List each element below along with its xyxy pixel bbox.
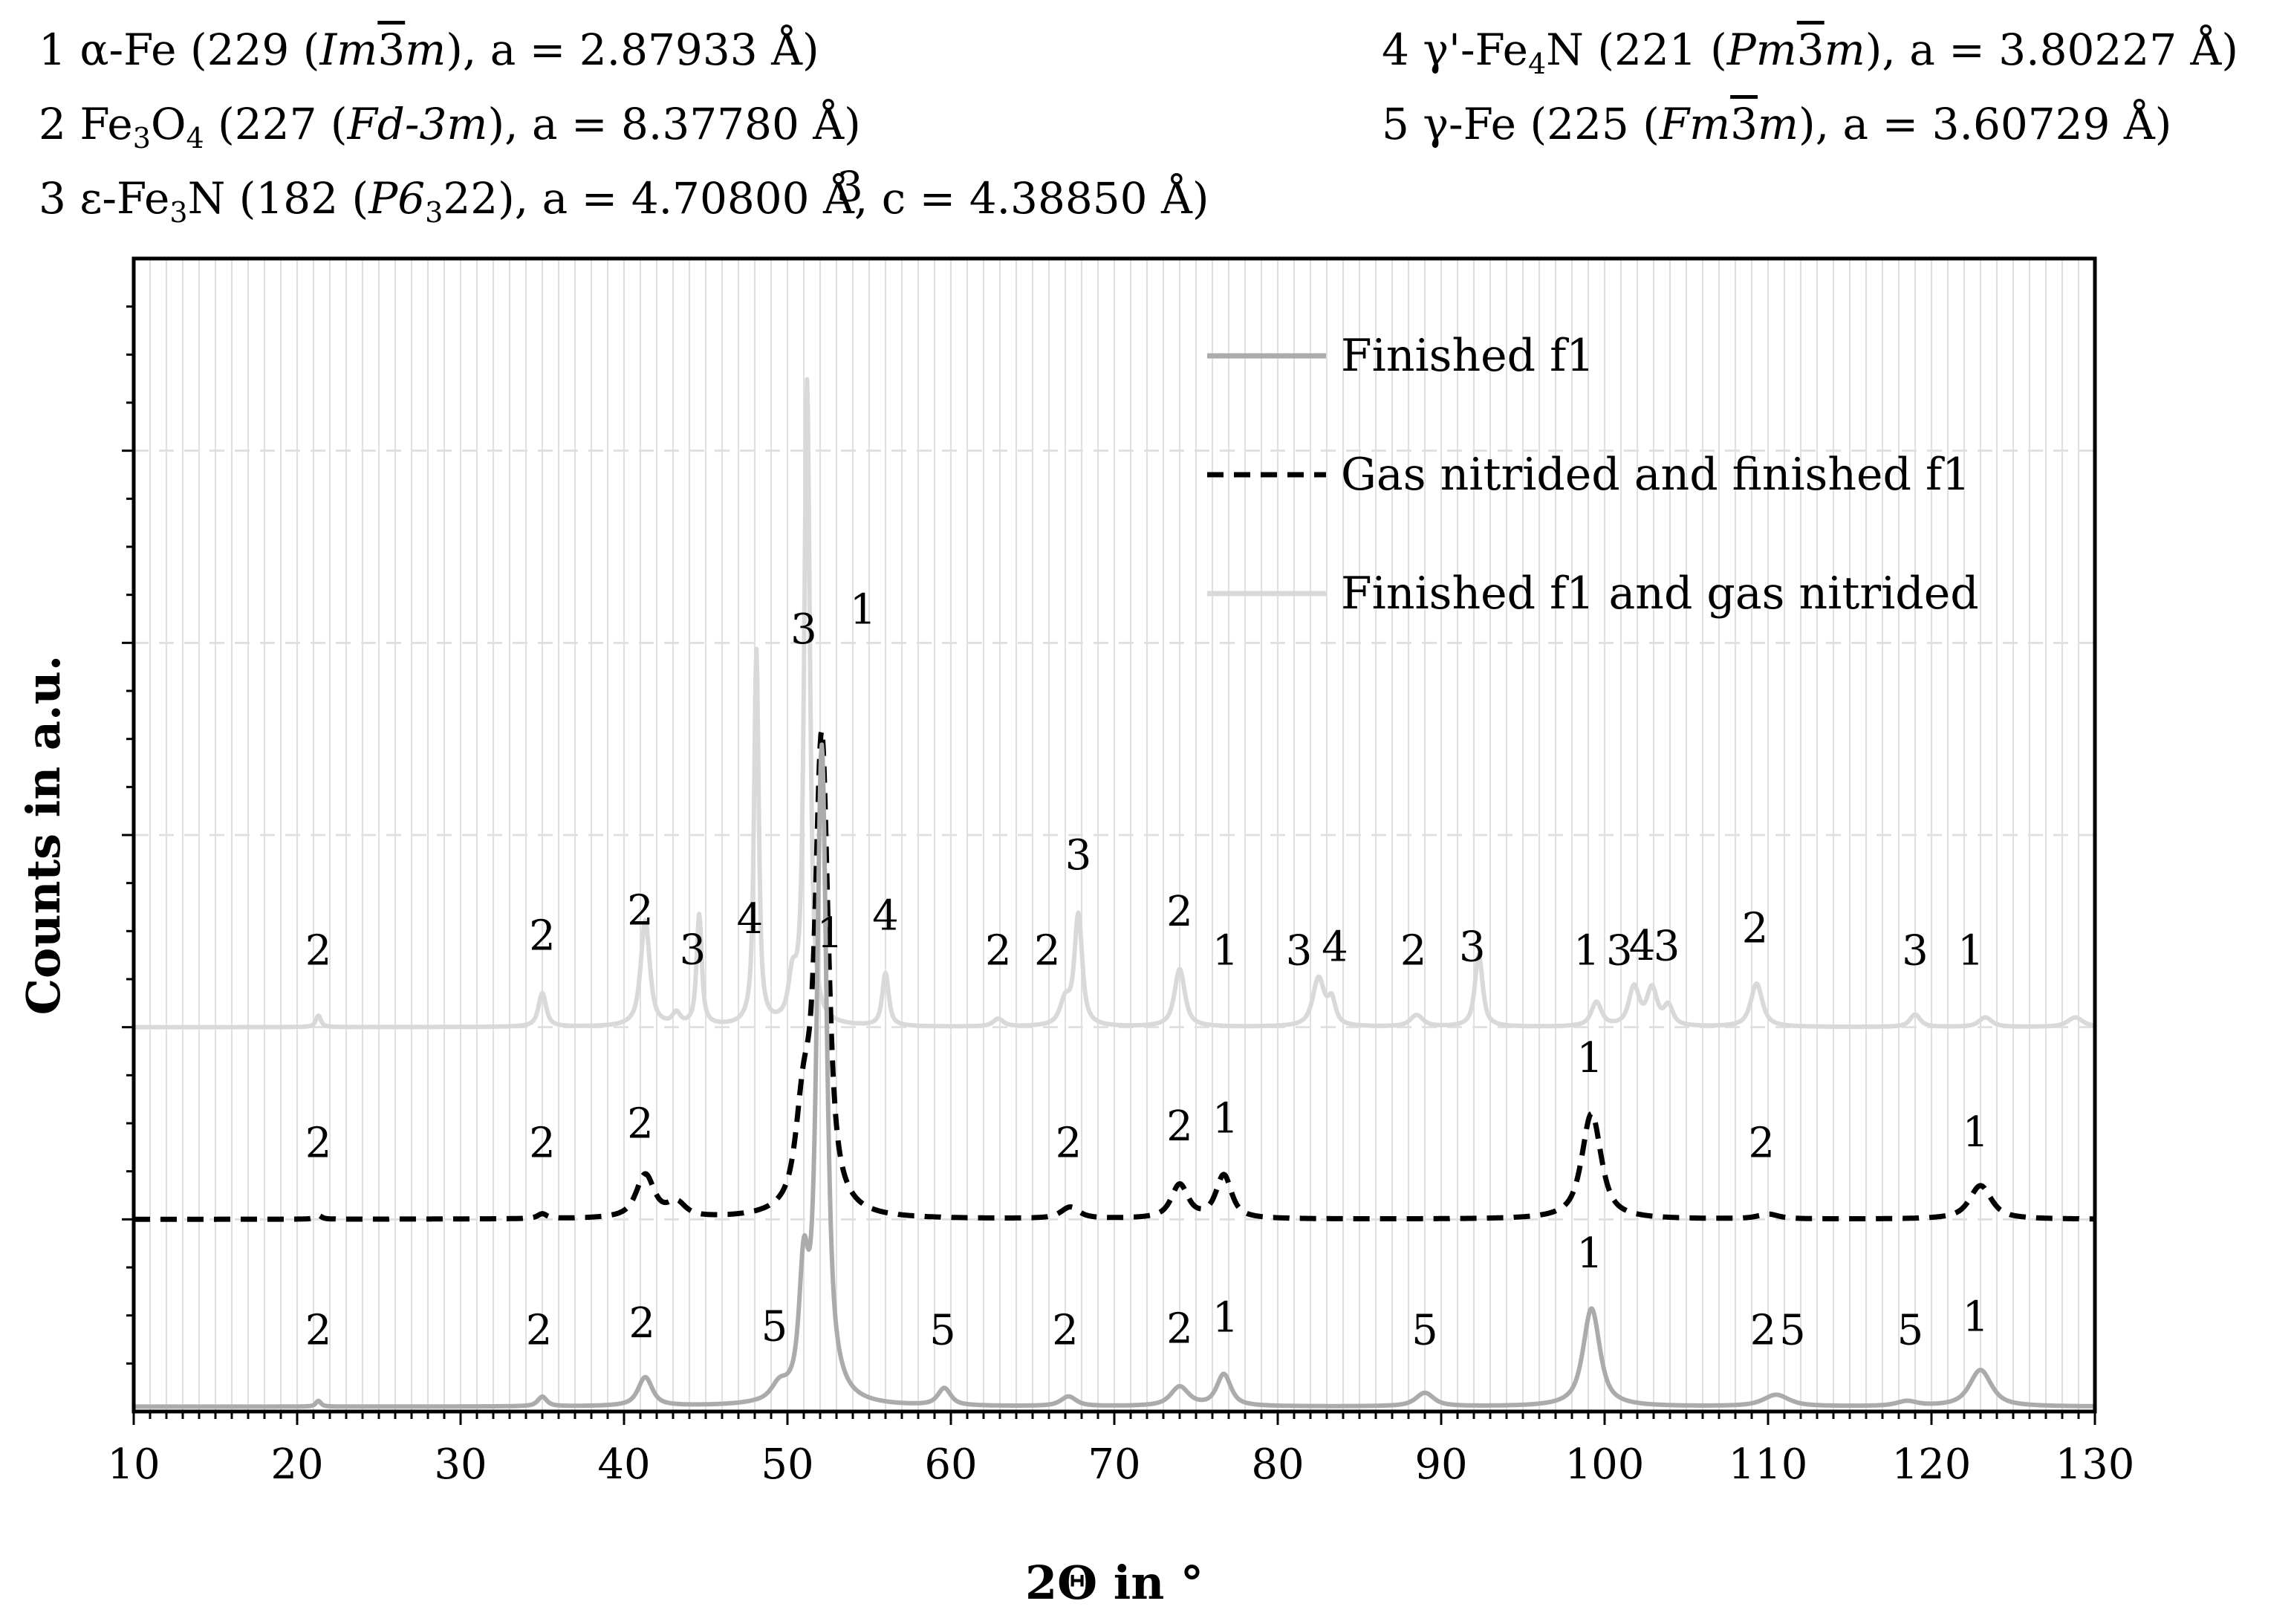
peak-label: 1 xyxy=(1957,927,1984,975)
axis-layer: 10 20 30 40 50 60 70 80 90 100 110 120 130 xyxy=(107,305,2135,1489)
peak-label: 1 xyxy=(816,909,843,958)
peak-label: 5 xyxy=(929,1306,956,1354)
peak-label: 2 xyxy=(1166,1305,1193,1354)
x-tick-label: 70 xyxy=(1088,1441,1140,1489)
series-finished-gas-nitrided xyxy=(132,377,2096,1030)
peak-label: 1 xyxy=(1212,1094,1239,1143)
peak-label: 5 xyxy=(761,1302,788,1351)
legend-label-finished-gas: Finished f1 and gas nitrided xyxy=(1341,568,1979,620)
peak-label: 1 xyxy=(850,585,877,634)
x-tick-label: 60 xyxy=(924,1441,977,1489)
peak-label: 2 xyxy=(305,927,332,975)
peak-label: 1 xyxy=(1212,1293,1239,1342)
y-axis-title: Counts in a.u. xyxy=(16,655,71,1016)
x-axis-title: 2Θ in ° xyxy=(1025,1556,1203,1610)
peak-label: 2 xyxy=(1166,1102,1193,1151)
legend-label-gas-finished: Gas nitrided and finished f1 xyxy=(1341,449,1970,501)
peak-label: 2 xyxy=(627,887,654,935)
peak-label: 1 xyxy=(1573,927,1600,975)
x-tick-label: 20 xyxy=(270,1441,323,1489)
peak-label: 2 xyxy=(305,1306,332,1354)
peak-label: 3 xyxy=(1065,831,1092,880)
phase-line-4: 4 γ'-Fe4N (221 (Pm3m), a = 3.80227 Å) xyxy=(1382,25,2239,80)
phase-line-5: 5 γ-Fe (225 (Fm3m), a = 3.60729 Å) xyxy=(1382,99,2172,149)
peak-label: 2 xyxy=(1034,927,1061,975)
peak-label: 2 xyxy=(1750,1306,1777,1354)
legend-label-finished: Finished f1 xyxy=(1341,330,1594,382)
x-tick-label: 80 xyxy=(1251,1441,1304,1489)
x-tick-label: 130 xyxy=(2056,1441,2135,1489)
x-tick-label: 30 xyxy=(434,1441,487,1489)
peak-label: 3 xyxy=(1606,927,1633,975)
peak-label: 2 xyxy=(529,1119,556,1167)
legend: Finished f1 Gas nitrided and finished f1… xyxy=(1207,330,1979,620)
peak-label: 3 xyxy=(1654,922,1680,970)
peak-label: 1 xyxy=(1576,1034,1603,1082)
series-gas-nitrided-finished xyxy=(131,728,2097,1222)
x-tick-label: 10 xyxy=(107,1441,160,1489)
grid-layer xyxy=(134,259,2095,1412)
peak-label: 3 xyxy=(836,163,863,211)
peak-label: 1 xyxy=(1576,1230,1603,1278)
peak-label: 2 xyxy=(305,1119,332,1167)
peak-label: 2 xyxy=(1742,905,1769,953)
peak-label: 2 xyxy=(1400,927,1427,975)
peak-label: 2 xyxy=(628,1299,655,1348)
peak-label: 2 xyxy=(985,927,1012,975)
peak-label: 2 xyxy=(526,1306,553,1354)
x-tick-label: 40 xyxy=(597,1441,650,1489)
phase-line-1: 1 α-Fe (229 (Im3m), a = 2.87933 Å) xyxy=(39,25,819,75)
phase-line-2: 2 Fe3O4 (227 (Fd-3m), a = 8.37780 Å) xyxy=(39,99,861,155)
peak-label: 5 xyxy=(1779,1306,1806,1354)
x-tick-label: 90 xyxy=(1414,1441,1467,1489)
x-tick-label: 120 xyxy=(1892,1441,1972,1489)
peak-label: 4 xyxy=(872,891,899,940)
peak-label: 2 xyxy=(529,912,556,961)
peak-label: 3 xyxy=(1902,927,1929,975)
peak-label: 1 xyxy=(1963,1293,1989,1341)
peak-label: 3 xyxy=(1459,923,1486,971)
peak-label: 5 xyxy=(1897,1306,1924,1354)
x-tick-label: 110 xyxy=(1729,1441,1808,1489)
series-layer xyxy=(131,377,2097,1409)
x-tick-label: 100 xyxy=(1565,1441,1645,1489)
peak-label: 3 xyxy=(680,926,706,974)
peak-label: 1 xyxy=(1212,927,1239,975)
peak-label: 1 xyxy=(1963,1108,1989,1157)
peak-label: 2 xyxy=(1052,1306,1079,1354)
peak-label: 2 xyxy=(1056,1119,1082,1167)
series-finished-f1 xyxy=(132,742,2096,1409)
peak-label: 4 xyxy=(1629,922,1656,970)
peak-label: 2 xyxy=(1748,1119,1775,1167)
peak-label: 4 xyxy=(1322,923,1348,972)
x-tick-label: 50 xyxy=(761,1441,813,1489)
peak-label: 3 xyxy=(790,605,817,654)
peak-label: 2 xyxy=(1166,888,1193,936)
peak-label: 5 xyxy=(1411,1306,1438,1354)
peak-label: 2 xyxy=(627,1100,654,1148)
peak-label: 4 xyxy=(737,895,764,943)
peak-label: 3 xyxy=(1286,927,1313,975)
phase-line-3: 3 ε-Fe3N (182 (P6322), a = 4.70800 Å, c … xyxy=(39,173,1209,229)
